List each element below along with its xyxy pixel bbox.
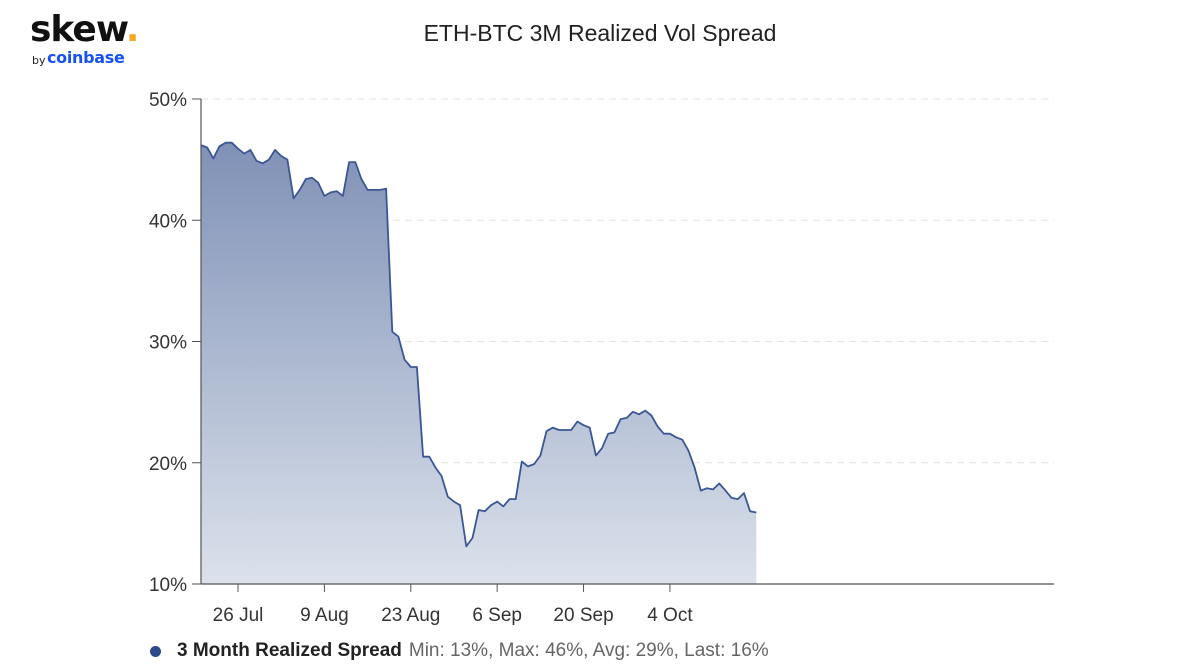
y-tick-label: 50% [149, 90, 187, 111]
x-tick-label: 4 Oct [647, 605, 693, 626]
legend-series-stats: Min: 13%, Max: 46%, Avg: 29%, Last: 16% [408, 640, 769, 661]
legend-series-name[interactable]: 3 Month Realized Spread [177, 640, 402, 661]
series-area-fill [201, 142, 757, 584]
skew-logo: skew. by coinbase [30, 8, 140, 68]
legend-marker [150, 645, 161, 657]
series-area [200, 141, 757, 584]
logo-coinbase-text: coinbase [47, 48, 125, 67]
chart-title: ETH-BTC 3M Realized Vol Spread [423, 20, 777, 46]
y-tick-label: 30% [149, 333, 187, 354]
y-tick-label: 10% [149, 575, 187, 596]
x-tick-label: 23 Aug [381, 605, 440, 626]
x-tick-label: 6 Sep [472, 605, 522, 626]
series-line [200, 141, 757, 548]
axes [200, 99, 1054, 592]
logo-wordmark: skew. [30, 9, 140, 50]
x-axis-tick-labels: 26 Jul 9 Aug 23 Aug 6 Sep 20 Sep 4 Oct [213, 605, 694, 626]
y-tick-label: 40% [149, 211, 187, 232]
legend[interactable]: 3 Month Realized Spread Min: 13%, Max: 4… [150, 638, 769, 664]
y-axis-tick-labels: 10% 20% 30% 40% 50% [149, 90, 187, 596]
logo-dot: . [125, 9, 140, 50]
x-tick-label: 9 Aug [300, 605, 349, 626]
y-tick-label: 20% [149, 454, 187, 475]
x-tick-label: 26 Jul [213, 605, 264, 626]
logo-by-text: by [32, 54, 46, 67]
x-tick-label: 20 Sep [553, 605, 613, 626]
